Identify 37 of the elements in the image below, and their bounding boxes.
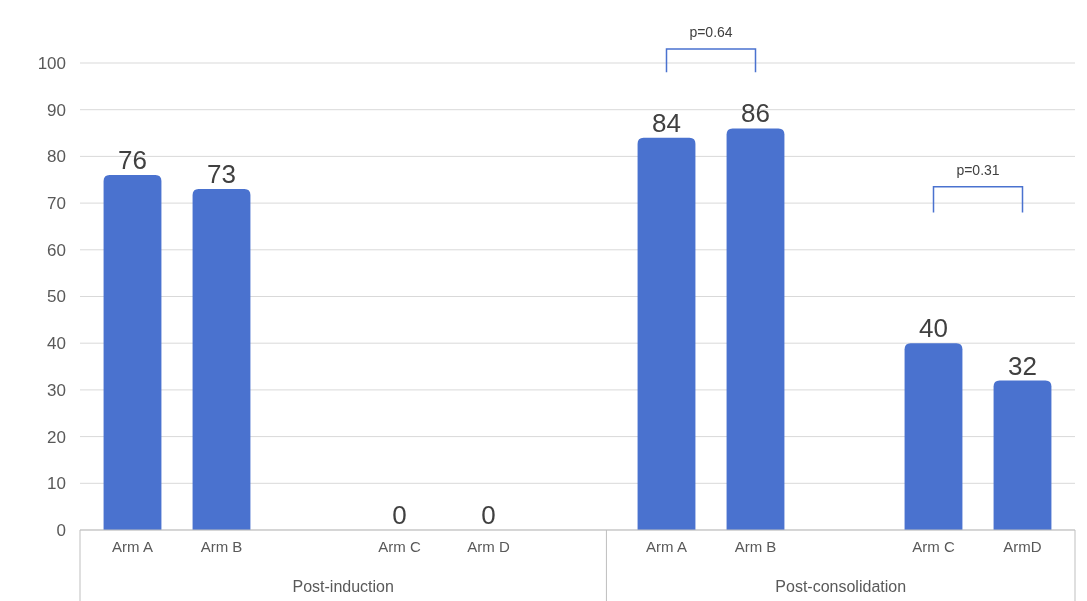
x-tick-label: Arm B bbox=[734, 538, 777, 555]
data-label: 0 bbox=[392, 500, 407, 530]
bar bbox=[103, 175, 162, 530]
data-label: 84 bbox=[652, 107, 681, 138]
bar bbox=[637, 137, 696, 530]
bar bbox=[993, 380, 1052, 530]
y-tick-label: 100 bbox=[37, 53, 66, 73]
y-tick-label: 40 bbox=[47, 334, 66, 354]
y-tick-label: 30 bbox=[47, 380, 66, 400]
bar bbox=[192, 189, 251, 530]
x-tick-label: Arm C bbox=[912, 538, 955, 555]
y-tick-label: 90 bbox=[47, 100, 66, 120]
x-tick-label: Arm C bbox=[378, 538, 421, 555]
y-tick-label: 80 bbox=[47, 147, 66, 167]
text: Post-induction bbox=[292, 578, 394, 595]
y-tick-label: 10 bbox=[47, 474, 66, 494]
y-tick-label: 60 bbox=[47, 240, 66, 260]
data-label: 32 bbox=[1008, 350, 1037, 381]
data-label: 40 bbox=[919, 313, 948, 344]
annotation: p=0.31 bbox=[956, 161, 1000, 178]
data-label: 86 bbox=[741, 98, 770, 129]
x-tick-label: Arm D bbox=[467, 538, 510, 555]
data-label: 0 bbox=[481, 500, 496, 530]
y-tick-label: 50 bbox=[47, 287, 66, 307]
text: p=0.64 bbox=[689, 23, 733, 40]
data-label: 76 bbox=[118, 145, 147, 176]
text: Post-consolidation bbox=[775, 578, 907, 595]
y-tick-label: 0 bbox=[56, 520, 66, 540]
bar bbox=[904, 343, 963, 530]
x-tick-label: Arm A bbox=[112, 538, 153, 555]
bar bbox=[726, 128, 785, 530]
x-tick-label: ArmD bbox=[1003, 538, 1042, 555]
x-tick-label: Arm B bbox=[200, 538, 243, 555]
y-tick-label: 70 bbox=[47, 194, 66, 214]
y-tick-label: 20 bbox=[47, 427, 66, 447]
x-tick-label: Arm A bbox=[646, 538, 687, 555]
data-label: 73 bbox=[207, 159, 236, 190]
